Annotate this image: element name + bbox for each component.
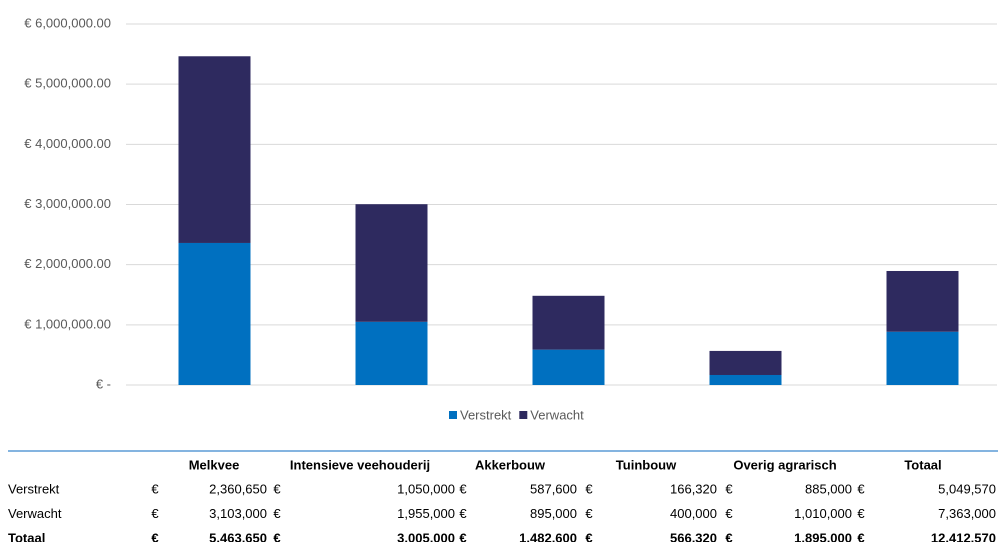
cell: 12,412,570	[931, 530, 996, 542]
cell: 7,363,000	[938, 506, 996, 521]
legend-swatch	[449, 411, 457, 419]
cell: 166,320	[670, 481, 717, 496]
currency: €	[585, 481, 593, 496]
currency: €	[857, 506, 865, 521]
currency: €	[725, 506, 733, 521]
currency: €	[273, 506, 281, 521]
row-label: Verwacht	[8, 506, 62, 521]
cell: 1,010,000	[794, 506, 852, 521]
currency: €	[459, 530, 466, 542]
bar-segment	[709, 350, 782, 375]
column-header: Totaal	[904, 457, 941, 472]
currency: €	[273, 481, 281, 496]
legend-label: Verwacht	[530, 407, 584, 422]
cell: 1,955,000	[397, 506, 455, 521]
cell: 1,895,000	[794, 530, 852, 542]
currency: €	[459, 481, 467, 496]
currency: €	[585, 506, 593, 521]
legend-label: Verstrekt	[460, 407, 512, 422]
y-tick-label: € 6,000,000.00	[24, 15, 111, 30]
y-tick-label: € 1,000,000.00	[24, 316, 111, 331]
cell: 400,000	[670, 506, 717, 521]
y-tick-label: € 2,000,000.00	[24, 256, 111, 271]
bar-segment	[886, 331, 959, 385]
bar-segment	[178, 56, 251, 243]
currency: €	[151, 506, 159, 521]
cell: 5,463,650	[209, 530, 267, 542]
cell: 5,049,570	[938, 481, 996, 496]
currency: €	[725, 481, 733, 496]
column-header: Melkvee	[189, 457, 240, 472]
cell: 3,005,000	[397, 530, 455, 542]
bar-segment	[532, 295, 605, 350]
row-label: Totaal	[8, 530, 45, 542]
cell: 587,600	[530, 481, 577, 496]
row-label: Verstrekt	[8, 481, 60, 496]
column-header: Intensieve veehouderij	[290, 457, 430, 472]
bar-segment	[355, 321, 428, 385]
currency: €	[725, 530, 732, 542]
cell: 885,000	[805, 481, 852, 496]
cell: 2,360,650	[209, 481, 267, 496]
column-header: Overig agrarisch	[733, 457, 836, 472]
bar-segment	[886, 270, 959, 332]
cell: 1,050,000	[397, 481, 455, 496]
currency: €	[857, 530, 864, 542]
cell: 895,000	[530, 506, 577, 521]
cell: 566,320	[670, 530, 717, 542]
y-tick-label: € 4,000,000.00	[24, 136, 111, 151]
currency: €	[857, 481, 865, 496]
y-tick-label: € 5,000,000.00	[24, 76, 111, 91]
bar-segment	[178, 242, 251, 385]
cell: 1,482,600	[519, 530, 577, 542]
cell: 3,103,000	[209, 506, 267, 521]
currency: €	[459, 506, 467, 521]
bar-segment	[355, 204, 428, 322]
currency: €	[151, 481, 159, 496]
legend-swatch	[519, 411, 528, 419]
y-tick-label: € 3,000,000.00	[24, 196, 111, 211]
column-header: Akkerbouw	[475, 457, 546, 472]
bar-segment	[709, 374, 782, 385]
currency: €	[585, 530, 592, 542]
currency: €	[151, 530, 158, 542]
y-tick-label: € -	[96, 376, 111, 391]
currency: €	[273, 530, 280, 542]
bar-segment	[532, 349, 605, 385]
column-header: Tuinbouw	[616, 457, 677, 472]
